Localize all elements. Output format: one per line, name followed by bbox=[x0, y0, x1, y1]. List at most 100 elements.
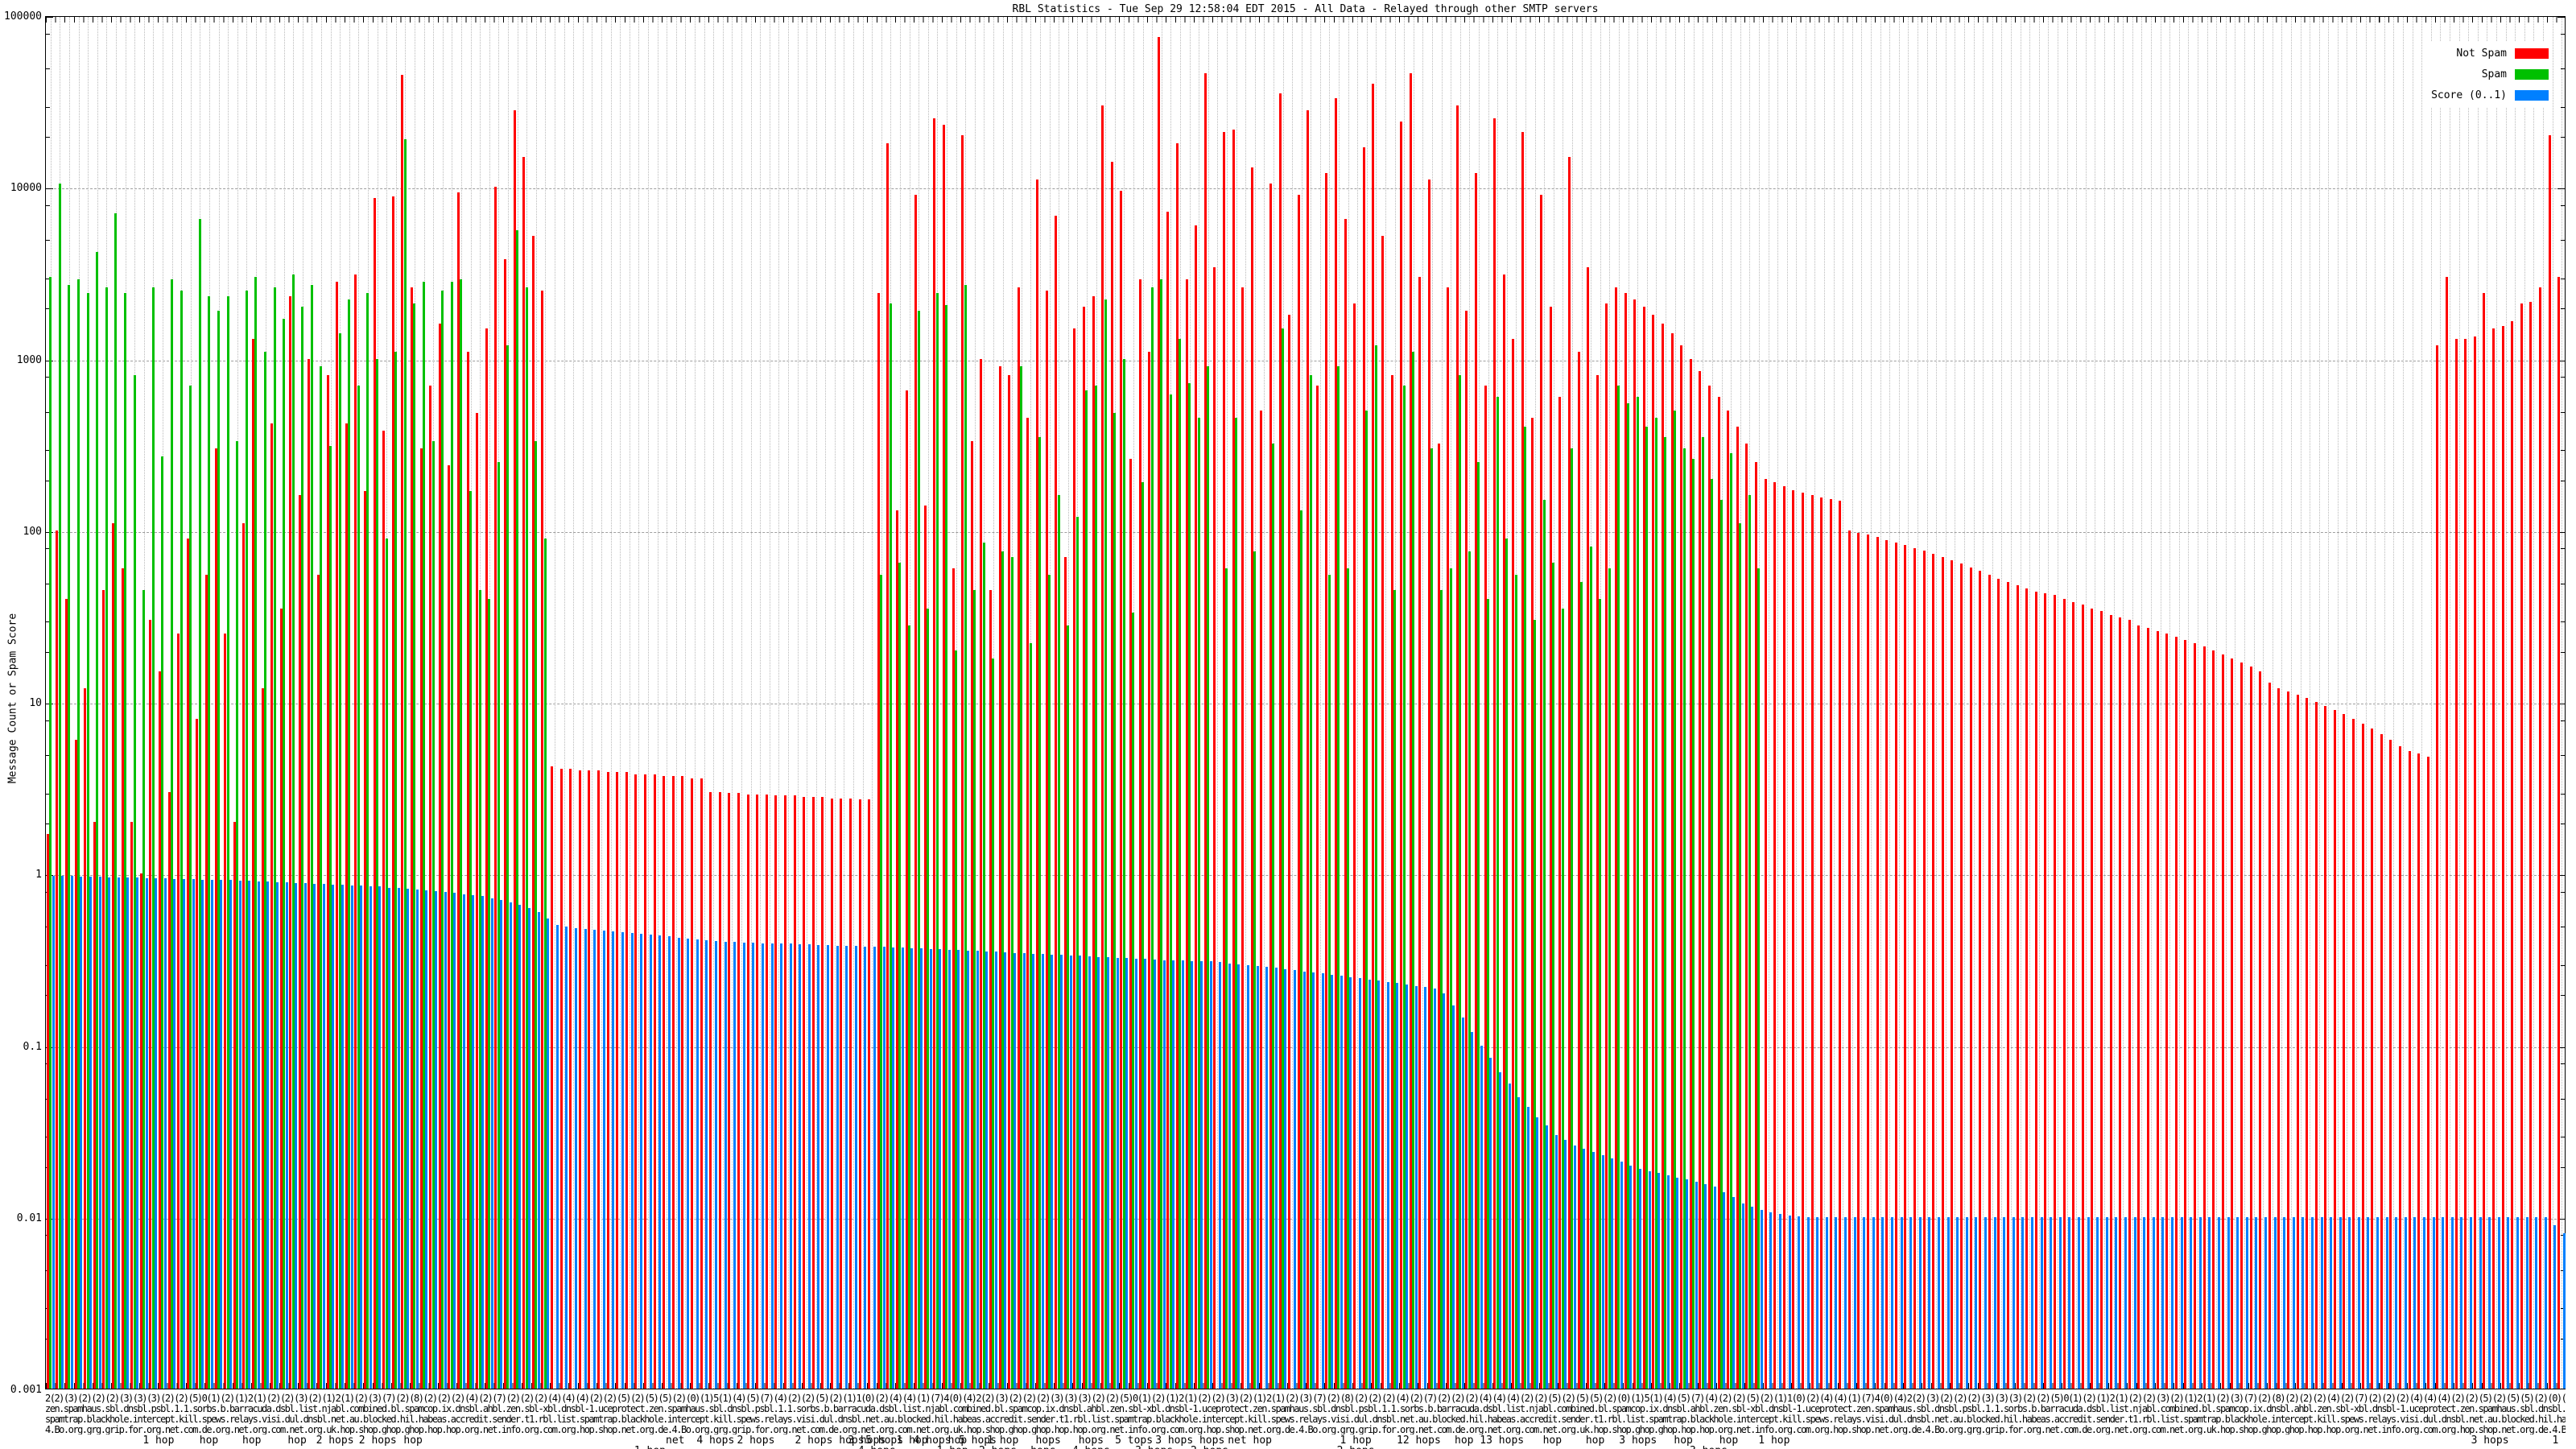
not-spam-bar bbox=[896, 510, 899, 1389]
vertical-gridline bbox=[1936, 17, 1938, 1389]
score-bar bbox=[360, 886, 363, 1389]
vertical-gridline bbox=[2225, 17, 2227, 1389]
not-spam-bar bbox=[111, 522, 114, 1389]
not-spam-bar bbox=[2548, 135, 2551, 1389]
score-bar bbox=[2395, 1216, 2398, 1389]
not-spam-bar bbox=[1222, 131, 1225, 1389]
score-bar bbox=[2236, 1216, 2240, 1389]
spam-bar bbox=[1449, 568, 1452, 1389]
not-spam-bar bbox=[1232, 130, 1235, 1389]
not-spam-bar bbox=[1484, 385, 1487, 1389]
score-bar bbox=[742, 942, 745, 1389]
score-bar bbox=[1872, 1216, 1875, 1389]
spam-bar bbox=[441, 290, 444, 1389]
vertical-gridline bbox=[2253, 17, 2255, 1389]
spam-bar bbox=[1571, 448, 1574, 1389]
not-spam-bar bbox=[1092, 296, 1095, 1389]
score-bar bbox=[435, 891, 438, 1389]
minor-y-tick bbox=[2561, 377, 2565, 378]
score-bar bbox=[799, 943, 802, 1389]
vertical-gridline bbox=[1908, 17, 1909, 1389]
not-spam-bar bbox=[177, 634, 180, 1389]
minor-y-tick bbox=[46, 137, 50, 138]
x-tick-label: 1 hop bbox=[987, 1435, 1019, 1447]
bottom-axis-ticks bbox=[46, 1383, 2565, 1389]
vertical-gridline bbox=[1926, 17, 1928, 1389]
major-y-tick bbox=[2557, 1218, 2565, 1220]
not-spam-bar bbox=[2007, 581, 2010, 1389]
score-bar bbox=[1162, 960, 1166, 1389]
not-spam-bar bbox=[700, 778, 703, 1389]
y-tick-label: 0.1 bbox=[23, 1040, 42, 1053]
not-spam-bar bbox=[513, 109, 516, 1389]
spam-bar bbox=[516, 229, 518, 1389]
not-spam-bar bbox=[1203, 72, 1207, 1389]
score-bar bbox=[2208, 1216, 2211, 1389]
spam-bar bbox=[1160, 279, 1163, 1389]
spam-bar bbox=[189, 385, 192, 1389]
score-bar bbox=[1377, 980, 1381, 1389]
score-bar bbox=[1172, 960, 1175, 1389]
score-bar bbox=[1032, 953, 1035, 1389]
not-spam-bar bbox=[1680, 345, 1683, 1389]
spam-bar bbox=[1234, 418, 1237, 1389]
vertical-gridline bbox=[2356, 17, 2358, 1389]
minor-y-tick bbox=[46, 548, 50, 550]
spam-bar bbox=[927, 608, 930, 1389]
not-spam-bar bbox=[298, 495, 301, 1389]
vertical-gridline bbox=[1833, 17, 1835, 1389]
vertical-gridline bbox=[2001, 17, 2003, 1389]
spam-bar bbox=[1487, 598, 1490, 1389]
score-bar bbox=[593, 930, 597, 1389]
vertical-gridline bbox=[1824, 17, 1826, 1389]
score-bar bbox=[2488, 1216, 2491, 1389]
score-bar bbox=[2031, 1216, 2033, 1389]
score-bar bbox=[1760, 1209, 1763, 1389]
score-bar bbox=[2460, 1216, 2463, 1389]
spam-bar bbox=[1010, 556, 1013, 1389]
spam-bar bbox=[1122, 358, 1125, 1389]
not-spam-bar bbox=[2128, 620, 2131, 1389]
not-spam-bar bbox=[419, 448, 423, 1389]
spam-bar bbox=[1048, 575, 1051, 1389]
not-spam-bar bbox=[1315, 385, 1319, 1389]
spam-bar bbox=[1374, 345, 1377, 1389]
minor-y-tick bbox=[2561, 204, 2565, 206]
score-bar bbox=[2003, 1216, 2006, 1389]
spam-bar bbox=[898, 562, 902, 1389]
score-bar bbox=[547, 918, 550, 1389]
vertical-gridline bbox=[685, 17, 687, 1389]
not-spam-bar bbox=[64, 598, 68, 1389]
minor-y-tick bbox=[2561, 651, 2565, 653]
vertical-gridline bbox=[2011, 17, 2013, 1389]
score-bar bbox=[976, 951, 979, 1389]
score-bar bbox=[229, 879, 232, 1389]
score-bar bbox=[1237, 964, 1241, 1389]
score-bar bbox=[257, 881, 260, 1389]
not-spam-bar bbox=[1810, 495, 1814, 1389]
vertical-gridline bbox=[1217, 17, 1219, 1389]
score-bar bbox=[1116, 957, 1119, 1389]
vertical-gridline bbox=[2141, 17, 2143, 1389]
not-spam-bar bbox=[149, 620, 152, 1389]
spam-bar bbox=[338, 333, 341, 1389]
score-bar bbox=[2143, 1216, 2146, 1389]
score-bar bbox=[1088, 956, 1091, 1389]
score-bar bbox=[1302, 971, 1306, 1389]
vertical-gridline bbox=[1992, 17, 1993, 1389]
minor-y-tick bbox=[46, 106, 50, 108]
spam-bar bbox=[142, 589, 146, 1389]
not-spam-bar bbox=[1475, 173, 1478, 1389]
spam-bar bbox=[1365, 410, 1368, 1389]
vertical-gridline bbox=[2533, 17, 2535, 1389]
not-spam-bar bbox=[1567, 156, 1571, 1389]
score-bar bbox=[574, 928, 577, 1389]
not-spam-bar bbox=[2557, 276, 2561, 1389]
score-bar bbox=[2133, 1216, 2136, 1389]
vertical-gridline bbox=[1814, 17, 1816, 1389]
major-y-tick bbox=[2557, 531, 2565, 533]
spam-bar bbox=[955, 650, 958, 1389]
spam-bar bbox=[880, 575, 883, 1389]
score-bar bbox=[2096, 1216, 2099, 1389]
not-spam-bar bbox=[121, 568, 124, 1389]
